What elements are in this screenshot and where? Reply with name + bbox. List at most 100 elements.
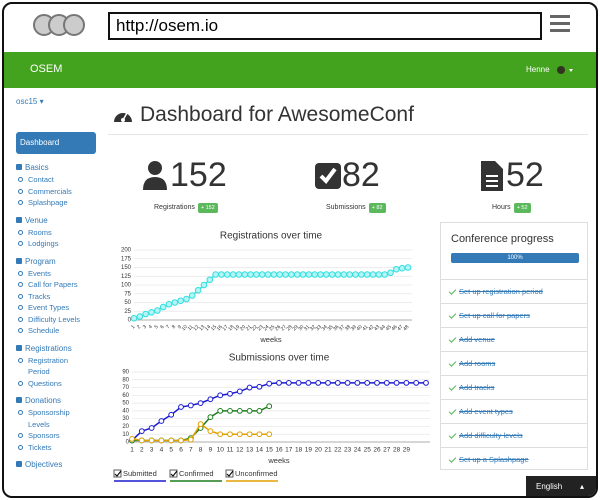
x-tick-label: 12 [236,447,244,454]
data-point [138,437,145,444]
menu-item[interactable]: Schedule [12,325,86,337]
item-label[interactable]: Set up call for papers [459,311,530,320]
stat-icon [143,161,167,190]
y-tick-label: 10 [122,432,129,438]
section-label[interactable]: Objectives [25,460,63,469]
stat-icon [315,163,341,189]
stat-value: 82 [342,156,380,194]
data-point [276,271,284,278]
legend-check [170,470,178,477]
menu-item[interactable]: Splashpage [12,197,86,209]
item-label[interactable]: Add rooms [459,359,496,368]
conference-switch[interactable]: osc15 ▾ [16,97,44,106]
language[interactable]: English [536,482,563,491]
section-label[interactable]: Venue [25,215,48,225]
data-point [256,383,263,390]
data-point [358,271,365,278]
data-point [344,379,351,386]
data-point [168,437,175,444]
menu-item[interactable]: Lodgings [12,238,86,250]
data-point [207,428,214,435]
x-axis-label: weeks [267,456,290,465]
section-icon [16,257,22,264]
brand[interactable]: OSEM [30,63,63,75]
menu-item[interactable]: Registration Period [12,355,86,378]
data-point [217,407,224,414]
data-point [369,271,377,278]
progress-item: Add event types [441,399,587,423]
data-point [346,271,354,278]
item-label[interactable]: Add venue [459,335,495,344]
x-tick-label: 20 [315,447,323,454]
x-tick-label: 10 [217,447,225,454]
legend-label: Submitted [123,469,157,478]
conference-name[interactable]: osc15 [16,97,38,106]
data-point [282,271,289,278]
data-point [256,431,263,438]
x-tick-label: 16 [275,447,283,454]
data-point [413,379,420,386]
item-label[interactable]: Add difficulty levels [459,431,523,440]
menu-item[interactable]: Event Types [12,302,86,314]
menu-item[interactable]: Questions [12,378,86,390]
data-point [197,421,204,428]
data-point [187,436,194,443]
menu-item[interactable]: Call for Papers [12,279,86,291]
data-point [305,271,313,278]
menu-item[interactable]: Difficulty Levels [12,314,86,326]
x-tick-label: 10 [181,324,189,332]
menu-item[interactable]: Commercials [12,186,86,198]
item-label[interactable]: Set up a Splashpage [459,455,529,464]
x-tick-label: 26 [274,324,282,332]
check-icon [448,287,457,295]
x-tick-label: 6 [159,324,165,330]
item-label[interactable]: Set up registration period [459,287,543,296]
address-bar[interactable]: http://osem.io [108,12,542,40]
data-point [129,435,135,442]
x-tick-label: 23 [256,324,264,332]
progress-item: Add tracks [441,375,587,399]
x-tick-label: 13 [198,324,206,332]
menu: Basics Contact Commercials Splashpage Venue R… [12,162,100,471]
item-label[interactable]: Add tracks [459,383,495,392]
charts: Registrations over time02550751001251501… [113,231,430,482]
data-point [227,390,233,397]
user-menu[interactable]: Henne [526,65,550,74]
data-point [299,271,307,278]
menu-item[interactable]: Events [12,268,86,280]
x-tick-label: 28 [393,447,401,454]
y-tick-label: 75 [124,291,131,297]
series-line [131,382,426,441]
data-point [246,407,253,414]
data-point [256,407,263,414]
menu-item[interactable]: Sponsorship Levels [12,407,86,430]
menu-item[interactable]: Tickets [12,442,86,454]
data-point [270,271,278,278]
language-select[interactable]: English ▴ [526,476,596,496]
stat-label: Submissions [326,204,366,211]
data-point [340,271,348,278]
x-tick-label: 1 [130,447,134,454]
section-label[interactable]: Donations [25,396,62,405]
menu-item[interactable]: Tracks [12,291,86,303]
menu-item[interactable]: Rooms [12,227,86,239]
active-item[interactable]: Dashboard [16,132,96,154]
section-label[interactable]: Basics [25,163,49,172]
legend-checkbox [169,469,178,478]
check-icon [448,383,457,391]
menu-item[interactable]: Sponsors [12,430,86,442]
data-point [187,402,194,409]
section-label[interactable]: Registrations [25,343,72,353]
data-point [374,379,380,386]
data-point [171,299,179,306]
data-point [159,303,167,311]
x-tick-label: 20 [239,324,247,332]
item-label[interactable]: Add event types [459,407,513,416]
menu-item[interactable]: Contact [12,174,86,186]
section-icon [16,397,22,403]
data-point [375,271,383,278]
y-tick-label: 40 [122,408,129,414]
section-label[interactable]: Program [25,256,56,266]
section-title: Venue [12,215,100,227]
y-tick-label: 20 [122,424,129,430]
